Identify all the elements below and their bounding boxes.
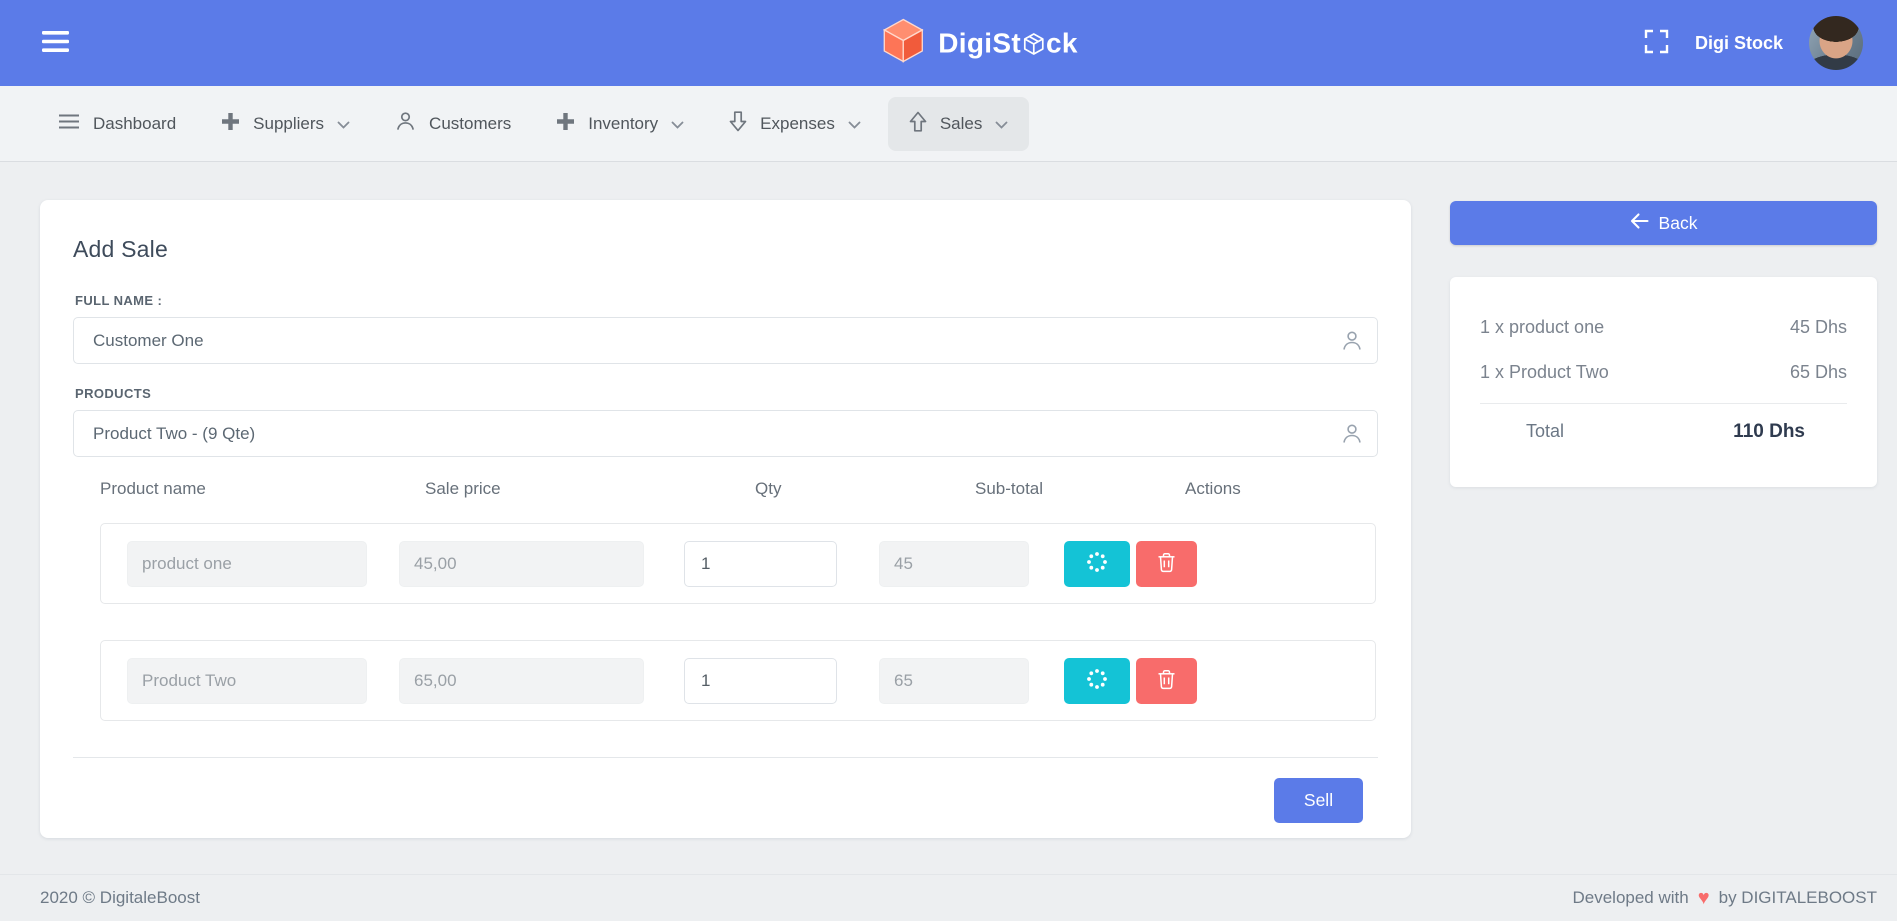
nav-item-inventory[interactable]: Inventory	[538, 98, 702, 150]
chevron-down-icon	[848, 114, 861, 134]
sale-summary-card: 1 x product one 45 Dhs 1 x Product Two 6…	[1450, 277, 1877, 487]
nav-item-expenses[interactable]: Expenses	[711, 97, 879, 151]
column-header-actions: Actions	[1185, 479, 1241, 498]
delete-row-button[interactable]	[1136, 540, 1197, 587]
brand-name: DigiSt ck	[938, 27, 1078, 58]
column-header-sale-price: Sale price	[425, 479, 501, 498]
summary-item: 1 x Product Two	[1480, 362, 1609, 382]
summary-amount: 65 Dhs	[1789, 362, 1847, 382]
arrow-up-icon	[909, 111, 927, 137]
form-divider	[73, 757, 1378, 758]
sell-button[interactable]: Sell	[1274, 778, 1363, 823]
column-header-qty: Qty	[755, 479, 782, 498]
person-icon	[1341, 423, 1363, 445]
refresh-row-button[interactable]	[1064, 657, 1130, 704]
refresh-row-button[interactable]	[1064, 540, 1130, 587]
menu-lines-icon	[58, 114, 80, 134]
products-label: PRODUCTS	[75, 386, 152, 401]
main-navbar: Dashboard Suppliers Customers Inventory …	[0, 86, 1897, 162]
back-button[interactable]: Back	[1450, 201, 1877, 245]
user-name: Digi Stock	[1694, 32, 1783, 53]
full-name-input[interactable]	[73, 317, 1378, 364]
qty-input[interactable]	[684, 540, 837, 587]
person-icon	[395, 111, 416, 137]
chevron-down-icon	[337, 114, 350, 134]
total-line: Total 110 Dhs	[1480, 421, 1847, 443]
topbar: DigiSt ck Digi Stock	[0, 0, 1897, 86]
nav-item-suppliers[interactable]: Suppliers	[203, 98, 368, 150]
total-value: 110 Dhs	[1733, 421, 1805, 442]
total-label: Total	[1526, 421, 1565, 441]
product-row	[100, 640, 1376, 721]
plus-icon	[556, 112, 575, 136]
summary-line: 1 x Product Two 65 Dhs	[1480, 362, 1847, 383]
sale-price-input	[399, 657, 644, 704]
subtotal-input	[879, 657, 1029, 704]
full-name-field-wrap	[73, 317, 1378, 364]
product-table-header: Product name Sale price Qty Sub-total Ac…	[100, 479, 1378, 503]
chevron-down-icon	[671, 114, 684, 134]
cube-logo-icon	[882, 18, 924, 69]
sale-price-input	[399, 540, 644, 587]
spinner-icon	[1085, 667, 1109, 694]
column-header-subtotal: Sub-total	[975, 479, 1044, 498]
heart-icon: ♥	[1697, 887, 1710, 909]
full-name-label: FULL NAME :	[75, 293, 163, 308]
copyright-text: 2020 © DigitaleBoost	[40, 888, 200, 907]
delete-row-button[interactable]	[1136, 657, 1197, 704]
chevron-down-icon	[995, 114, 1008, 134]
person-icon	[1341, 330, 1363, 352]
trash-icon	[1157, 669, 1176, 693]
topbar-right: Digi Stock	[1644, 16, 1875, 70]
nav-item-sales[interactable]: Sales	[887, 96, 1030, 151]
products-input[interactable]	[73, 410, 1378, 457]
subtotal-input	[879, 540, 1029, 587]
package-o-icon	[1023, 33, 1044, 56]
product-row	[100, 523, 1376, 604]
arrow-down-icon	[729, 110, 747, 137]
products-field-wrap	[73, 410, 1378, 457]
summary-amount: 45 Dhs	[1789, 317, 1847, 337]
summary-line: 1 x product one 45 Dhs	[1480, 317, 1847, 338]
spinner-icon	[1085, 550, 1109, 577]
page-title: Add Sale	[73, 236, 168, 262]
qty-input[interactable]	[684, 657, 837, 704]
sell-row: Sell	[73, 778, 1378, 823]
summary-item: 1 x product one	[1480, 317, 1605, 337]
nav-item-customers[interactable]: Customers	[377, 97, 529, 151]
column-header-product-name: Product name	[100, 479, 206, 498]
summary-divider	[1480, 403, 1847, 404]
trash-icon	[1157, 552, 1176, 576]
add-sale-card: Add Sale FULL NAME : PRODUCTS Product na…	[40, 200, 1411, 838]
sidebar-toggle-button[interactable]	[42, 31, 69, 55]
avatar[interactable]	[1809, 16, 1863, 70]
fullscreen-button[interactable]	[1644, 29, 1669, 57]
arrow-left-icon	[1630, 212, 1649, 234]
developed-by-text: Developed with ♥ by DIGITALEBOOST	[1572, 887, 1877, 909]
footer: 2020 © DigitaleBoost Developed with ♥ by…	[0, 874, 1897, 921]
product-name-input	[127, 540, 367, 587]
nav-item-dashboard[interactable]: Dashboard	[40, 100, 194, 148]
plus-icon	[221, 112, 240, 136]
fullscreen-icon	[1644, 29, 1669, 57]
product-name-input	[127, 657, 367, 704]
hamburger-icon	[42, 31, 69, 55]
brand-logo[interactable]: DigiSt ck	[882, 18, 1077, 69]
